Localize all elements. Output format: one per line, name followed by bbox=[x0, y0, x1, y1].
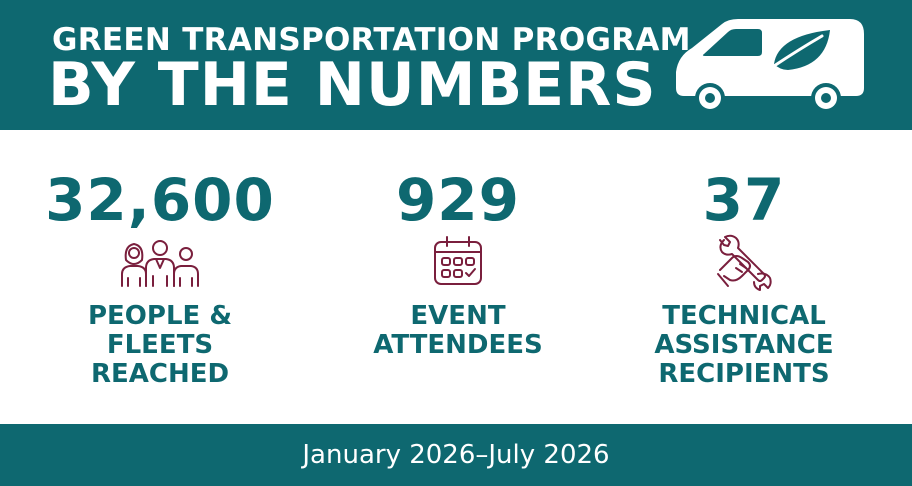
page-title: BY THE NUMBERS bbox=[48, 50, 657, 120]
stat-event-attendees: 929 EVENT ATTENDEES bbox=[328, 170, 588, 360]
stat-value: 37 bbox=[702, 166, 786, 234]
stat-label: TECHNICAL ASSISTANCE RECIPIENTS bbox=[654, 301, 834, 389]
date-range: January 2026–July 2026 bbox=[302, 440, 610, 470]
stat-people-fleets: 32,600 PEOPLE & FLEETS REACHED bbox=[30, 170, 290, 389]
people-group-icon bbox=[121, 240, 199, 287]
stat-technical-assistance: 37 TECHNICAL ASSISTANCE RECIPIENTS bbox=[614, 170, 874, 389]
stat-value: 32,600 bbox=[45, 166, 275, 234]
calendar-icon bbox=[434, 236, 482, 285]
wrench-hand-icon bbox=[717, 234, 772, 291]
stat-label: PEOPLE & FLEETS REACHED bbox=[87, 301, 233, 389]
van-with-leaf-icon bbox=[676, 19, 864, 113]
header-banner: GREEN TRANSPORTATION PROGRAM BY THE NUMB… bbox=[0, 0, 912, 130]
footer-banner: January 2026–July 2026 bbox=[0, 424, 912, 486]
stat-label: EVENT ATTENDEES bbox=[373, 301, 543, 360]
stat-value: 929 bbox=[395, 166, 521, 234]
program-subtitle: GREEN TRANSPORTATION PROGRAM bbox=[52, 22, 691, 58]
